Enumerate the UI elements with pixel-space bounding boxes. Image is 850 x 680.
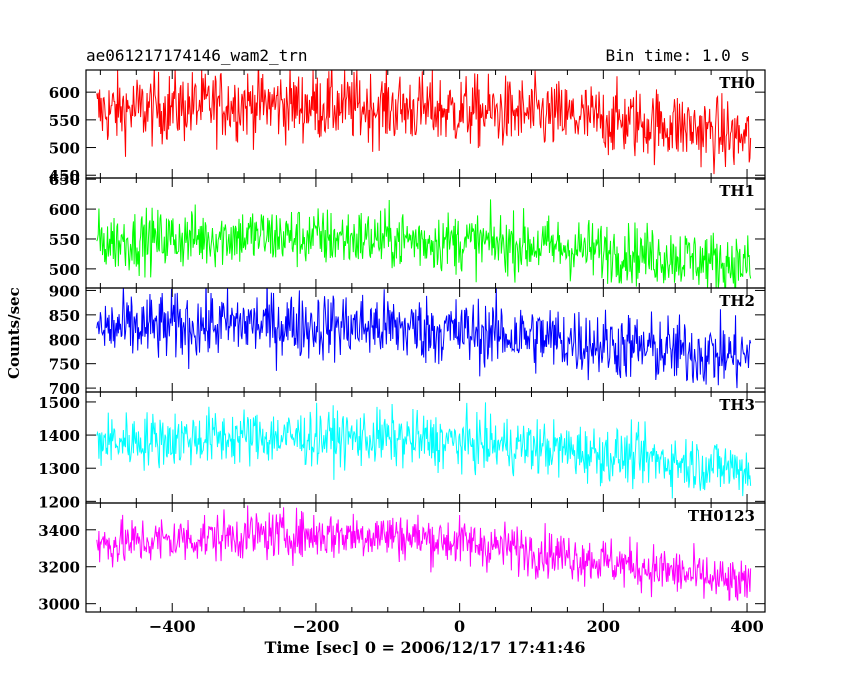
- y-tick-label: 3000: [38, 596, 80, 614]
- y-tick-label: 3400: [38, 522, 80, 540]
- y-tick-label: 1400: [38, 427, 80, 445]
- y-tick-label: 1500: [38, 394, 80, 412]
- y-tick-label: 800: [49, 331, 80, 349]
- series-line-th3: [96, 402, 752, 499]
- y-tick-label: 750: [49, 356, 80, 374]
- y-tick-label: 500: [49, 140, 80, 158]
- series-line-th2: [96, 288, 752, 389]
- y-tick-label: 550: [49, 231, 80, 249]
- panel-label-th3: TH3: [719, 396, 755, 414]
- panel-label-th2: TH2: [719, 292, 755, 310]
- y-tick-label: 550: [49, 112, 80, 130]
- x-tick-label: 400: [730, 617, 763, 636]
- y-tick-label: 3200: [38, 559, 80, 577]
- chart-title: ae061217174146_wam2_trn: [86, 46, 308, 65]
- y-tick-label: 850: [49, 307, 80, 325]
- x-tick-label: −200: [293, 617, 340, 636]
- y-tick-label: 500: [49, 261, 80, 279]
- y-tick-label: 600: [49, 201, 80, 219]
- panel-label-th1: TH1: [719, 182, 755, 200]
- x-tick-label: 0: [454, 617, 465, 636]
- x-tick-label: −400: [149, 617, 196, 636]
- panel-frame-th0123: [85, 502, 766, 613]
- y-tick-label: 900: [49, 282, 80, 300]
- panel-label-th0: TH0: [719, 74, 755, 92]
- y-tick-label: 1200: [38, 493, 80, 511]
- y-tick-label: 1300: [38, 460, 80, 478]
- panel-label-th0123: TH0123: [688, 507, 755, 525]
- series-line-th0123: [96, 505, 752, 601]
- x-axis-label: Time [sec] 0 = 2006/12/17 17:41:46: [264, 638, 586, 657]
- x-tick-label: 200: [587, 617, 620, 636]
- bin-time-label: Bin time: 1.0 s: [605, 46, 751, 65]
- y-tick-label: 450: [49, 167, 80, 185]
- y-axis-label: Counts/sec: [5, 287, 23, 379]
- series-line-th1: [96, 199, 752, 288]
- y-tick-label: 600: [49, 84, 80, 102]
- series-line-th0: [96, 70, 752, 175]
- y-tick-label: 700: [49, 380, 80, 398]
- y-tick-label: 650: [49, 171, 80, 189]
- panel-frame-th3: [85, 391, 766, 504]
